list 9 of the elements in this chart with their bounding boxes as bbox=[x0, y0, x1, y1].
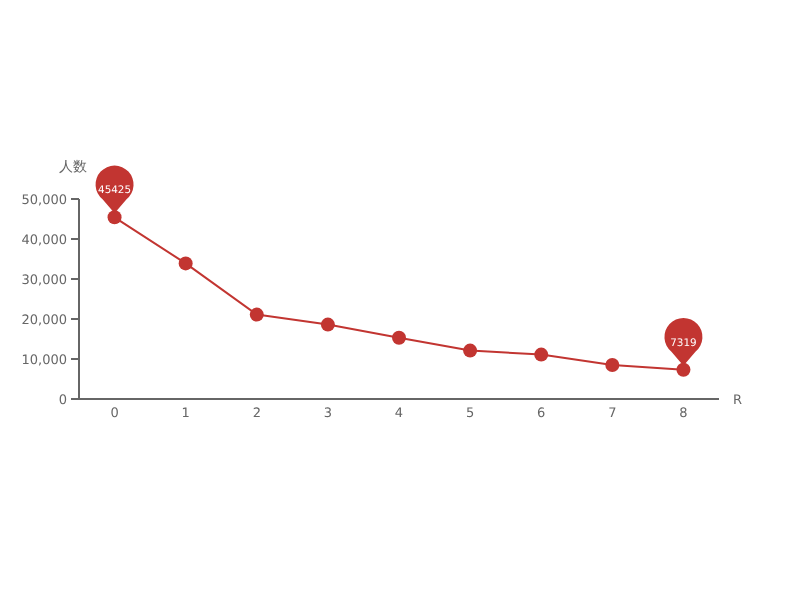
point bbox=[320, 317, 335, 332]
point bbox=[605, 358, 620, 372]
point bbox=[392, 330, 406, 345]
point bbox=[249, 307, 264, 322]
point bbox=[534, 347, 549, 362]
point bbox=[676, 362, 691, 377]
point bbox=[463, 343, 478, 358]
point bbox=[107, 210, 122, 225]
point bbox=[178, 256, 193, 271]
